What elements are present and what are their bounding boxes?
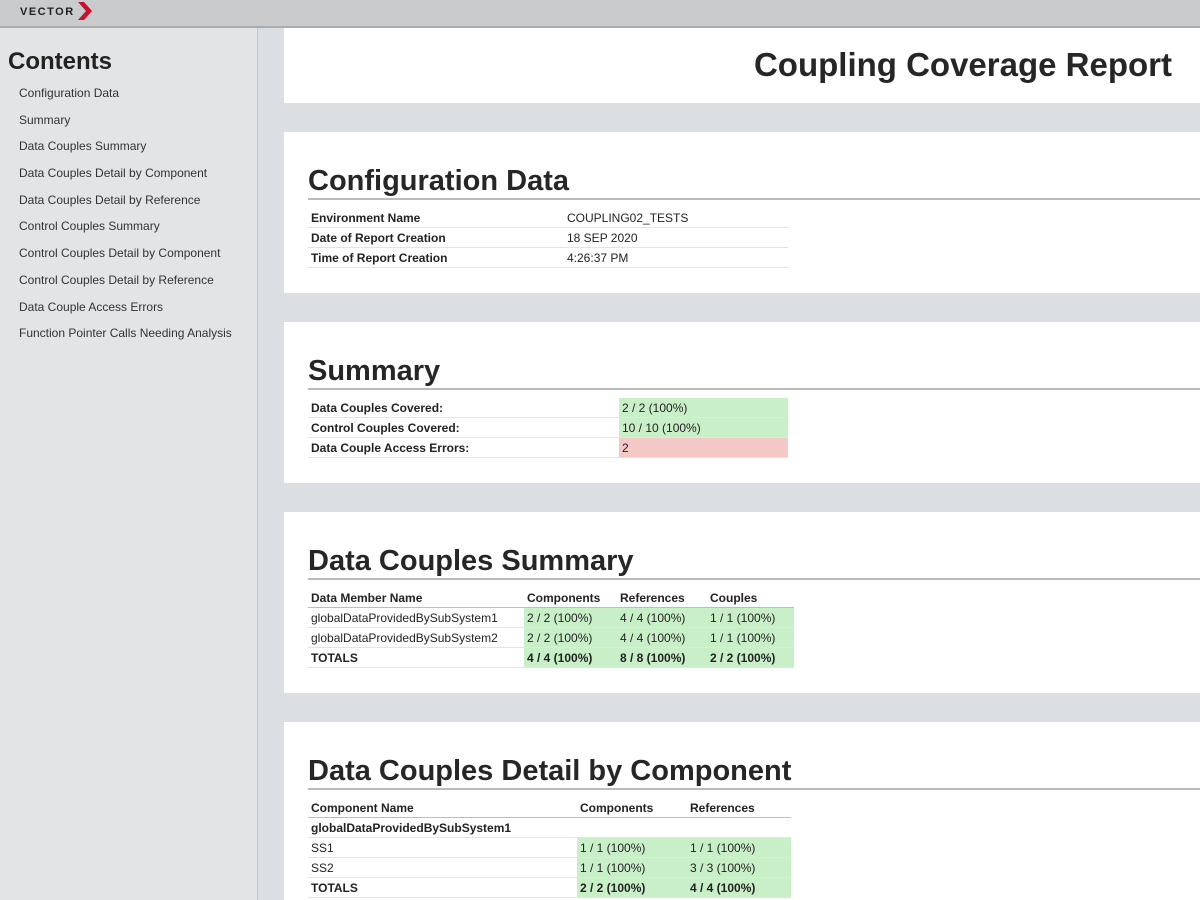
report-header: Coupling Coverage Report xyxy=(284,28,1200,103)
table-cell: globalDataProvidedBySubSystem2 xyxy=(308,627,524,648)
column-header: Couples xyxy=(707,588,794,608)
section: Configuration Data Environment Name COUPLI… xyxy=(284,132,1200,293)
table-cell: 1 / 1 (100%) xyxy=(577,837,687,858)
section: Summary Data Couples Covered: 2 / 2 (100%)… xyxy=(284,322,1200,483)
sidebar-link[interactable]: Data Couples Summary xyxy=(19,139,147,154)
sidebar-link[interactable]: Function Pointer Calls Needing Analysis xyxy=(19,326,232,341)
header-row: Data Member Name Components References Coup… xyxy=(308,588,794,608)
sidebar: Contents Configuration Data Summary Data C… xyxy=(0,28,258,900)
table-cell: 2 / 2 (100%) xyxy=(524,607,617,628)
table-cell: 2 / 2 (100%) xyxy=(577,877,687,898)
table-row: globalDataProvidedBySubSystem1 xyxy=(308,817,791,838)
table-cell: 4 / 4 (100%) xyxy=(617,607,707,628)
table-cell: 1 / 1 (100%) xyxy=(707,627,794,648)
sidebar-link[interactable]: Control Couples Summary xyxy=(19,219,160,234)
section: Data Couples Summary Data Member Name Comp… xyxy=(284,512,1200,693)
table-cell: SS2 xyxy=(308,857,577,878)
table-cell: 4 / 4 (100%) xyxy=(617,627,707,648)
column-header: Data Member Name xyxy=(308,588,524,608)
sidebar-link[interactable]: Configuration Data xyxy=(19,86,120,100)
section-title: Data Couples Summary xyxy=(308,545,1200,580)
logo-text: VECTOR xyxy=(20,6,75,18)
table-row: Environment Name COUPLING02_TESTS xyxy=(308,208,788,228)
table-cell: 10 / 10 (100%) xyxy=(619,417,788,438)
table-cell: 18 SEP 2020 xyxy=(564,227,788,248)
report-table: Data Member Name Components References Coup… xyxy=(308,588,794,668)
sidebar-link[interactable]: Data Couple Access Errors xyxy=(19,299,164,314)
logo: VECTOR xyxy=(20,2,92,20)
table-row: TOTALS 4 / 4 (100%) 8 / 8 (100%) 2 / 2 (100… xyxy=(308,647,794,668)
column-header: Components xyxy=(524,588,617,608)
sidebar-link[interactable]: Control Couples Detail by Reference xyxy=(19,272,214,287)
table-cell: 4 / 4 (100%) xyxy=(687,877,791,898)
logo-chevron xyxy=(78,2,92,20)
table-cell: TOTALS xyxy=(308,647,524,668)
table-cell: 2 / 2 (100%) xyxy=(619,398,788,418)
report-table: Component Name Components References global… xyxy=(308,798,791,898)
sidebar-link[interactable]: Summary xyxy=(19,112,71,127)
table-cell: 2 / 2 (100%) xyxy=(707,647,794,668)
table-row: Date of Report Creation 18 SEP 2020 xyxy=(308,227,788,248)
table-row: globalDataProvidedBySubSystem2 2 / 2 (100… xyxy=(308,627,794,648)
column-header: References xyxy=(687,798,791,818)
report-table: Environment Name COUPLING02_TESTS Date of … xyxy=(308,208,788,268)
table-cell: Date of Report Creation xyxy=(308,227,564,248)
table-cell: 3 / 3 (100%) xyxy=(687,857,791,878)
table-row: Data Couples Covered: 2 / 2 (100%) xyxy=(308,398,788,418)
table-cell: 8 / 8 (100%) xyxy=(617,647,707,668)
table-row: Data Couple Access Errors: 2 xyxy=(308,437,788,458)
report-title: Coupling Coverage Report xyxy=(753,46,1172,83)
sidebar-title: Contents xyxy=(8,48,112,75)
table-cell: 2 xyxy=(619,437,788,458)
section-title: Data Couples Detail by Component xyxy=(308,755,1200,790)
sidebar-link[interactable]: Data Couples Detail by Component xyxy=(19,166,208,181)
table-cell: Environment Name xyxy=(308,208,564,228)
table-cell: 1 / 1 (100%) xyxy=(687,837,791,858)
table-cell: TOTALS xyxy=(308,877,577,898)
table-cell: Data Couples Covered: xyxy=(308,398,619,418)
column-header: References xyxy=(617,588,707,608)
section-title: Summary xyxy=(308,355,1200,390)
header-row: Component Name Components References xyxy=(308,798,791,818)
sidebar-link[interactable]: Data Couples Detail by Reference xyxy=(19,192,201,207)
table-cell: 4:26:37 PM xyxy=(564,247,788,268)
table-cell: 4 / 4 (100%) xyxy=(524,647,617,668)
table-row: Time of Report Creation 4:26:37 PM xyxy=(308,247,788,268)
table-row: TOTALS 2 / 2 (100%) 4 / 4 (100%) xyxy=(308,877,791,898)
table-cell: Data Couple Access Errors: xyxy=(308,437,619,458)
table-row: SS2 1 / 1 (100%) 3 / 3 (100%) xyxy=(308,857,791,878)
table-cell: globalDataProvidedBySubSystem1 xyxy=(308,817,791,838)
sidebar-links: Configuration Data Summary Data Couples Su… xyxy=(0,84,257,351)
table-cell: SS1 xyxy=(308,837,577,858)
table-cell: COUPLING02_TESTS xyxy=(564,208,788,228)
table-cell: Time of Report Creation xyxy=(308,247,564,268)
table-cell: globalDataProvidedBySubSystem1 xyxy=(308,607,524,628)
report-table: Data Couples Covered: 2 / 2 (100%) Control… xyxy=(308,398,788,458)
table-cell: 2 / 2 (100%) xyxy=(524,627,617,648)
table-row: Control Couples Covered: 10 / 10 (100%) xyxy=(308,417,788,438)
column-header: Components xyxy=(577,798,687,818)
table-cell: 1 / 1 (100%) xyxy=(707,607,794,628)
column-header: Component Name xyxy=(308,798,577,818)
table-cell: Control Couples Covered: xyxy=(308,417,619,438)
main: Coupling Coverage Report Configuration D… xyxy=(258,28,1200,900)
section-title: Configuration Data xyxy=(308,165,1200,200)
top-bar: VECTOR xyxy=(0,0,1200,28)
section: Data Couples Detail by Component Componen… xyxy=(284,722,1200,900)
table-cell: 1 / 1 (100%) xyxy=(577,857,687,878)
table-row: SS1 1 / 1 (100%) 1 / 1 (100%) xyxy=(308,837,791,858)
table-row: globalDataProvidedBySubSystem1 2 / 2 (100… xyxy=(308,607,794,628)
sidebar-link[interactable]: Control Couples Detail by Component xyxy=(19,246,221,261)
